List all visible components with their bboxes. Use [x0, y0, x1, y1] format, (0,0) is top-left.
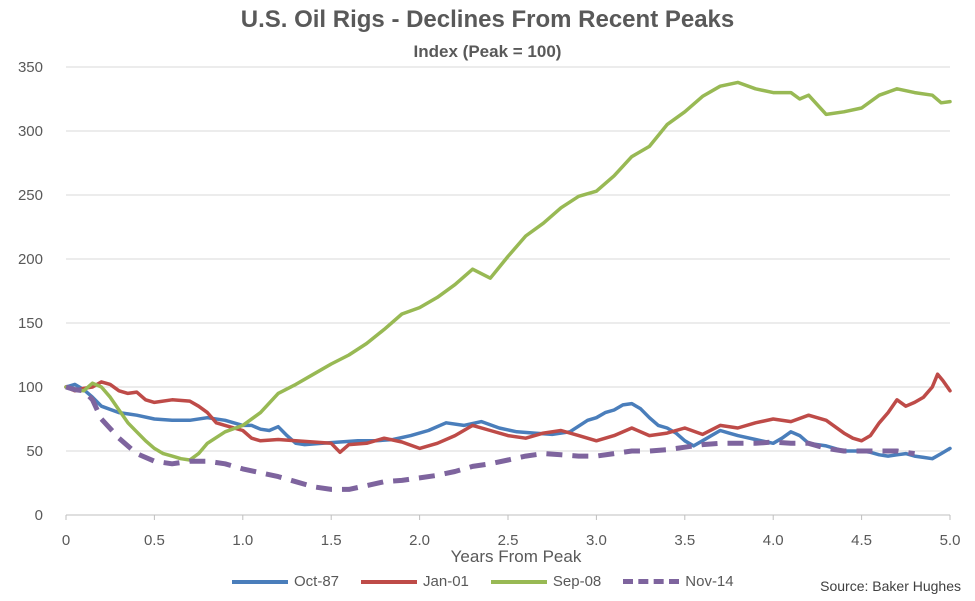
series-line-nov-14	[65, 384, 915, 492]
x-tick-label: 1.5	[321, 532, 342, 549]
chart-subtitle: Index (Peak = 100)	[413, 42, 562, 61]
x-tick-label: 4.5	[851, 532, 872, 549]
legend: Oct-87 Jan-01 Sep-08 Nov-14	[232, 573, 756, 590]
x-tick-label: 1.0	[232, 532, 253, 549]
series-line-sep-08	[64, 80, 952, 462]
legend-item-jan-01: Jan-01	[361, 573, 469, 590]
y-tick-label: 200	[18, 251, 43, 268]
y-tick-label: 300	[18, 123, 43, 140]
y-tick-label: 250	[18, 187, 43, 204]
x-axis-label: Years From Peak	[451, 547, 582, 566]
y-tick-label: 0	[35, 507, 43, 524]
x-tick-label: 2.0	[409, 532, 430, 549]
legend-label: Nov-14	[685, 573, 734, 590]
series-lines	[64, 80, 952, 492]
y-tick-label: 100	[18, 379, 43, 396]
y-tick-label: 150	[18, 315, 43, 332]
legend-item-sep-08: Sep-08	[490, 573, 602, 590]
legend-item-nov-14: Nov-14	[623, 573, 734, 590]
series-line-oct-87	[64, 382, 952, 461]
x-tick-label: 3.5	[674, 532, 695, 549]
y-tick-label: 50	[26, 443, 43, 460]
legend-label: Sep-08	[552, 573, 602, 590]
y-axis-ticks: 0 50 100 150 200 250 300 350	[18, 59, 43, 524]
legend-label: Jan-01	[423, 573, 469, 590]
series-line-jan-01	[64, 372, 952, 455]
source-note: Source: Baker Hughes	[820, 578, 961, 594]
chart-title: U.S. Oil Rigs - Declines From Recent Pea…	[240, 6, 735, 33]
x-tick-label: 4.0	[763, 532, 784, 549]
legend-swatch-nov-14	[623, 579, 680, 584]
legend-swatch-jan-01	[361, 579, 418, 584]
legend-item-oct-87: Oct-87	[232, 573, 339, 590]
x-tick-label: 5.0	[940, 532, 961, 549]
x-tick-label: 3.0	[586, 532, 607, 549]
x-axis-ticks: 0 0.5 1.0 1.5 2.0 2.5 3.0 3.5 4.0 4.5 5.0	[62, 515, 961, 549]
x-tick-label: 0.5	[144, 532, 165, 549]
legend-label: Oct-87	[294, 573, 340, 590]
legend-swatch-sep-08	[490, 579, 547, 584]
y-tick-label: 350	[18, 59, 43, 76]
legend-swatch-oct-87	[232, 579, 288, 584]
x-tick-label: 0	[62, 532, 70, 549]
x-tick-label: 2.5	[498, 532, 519, 549]
